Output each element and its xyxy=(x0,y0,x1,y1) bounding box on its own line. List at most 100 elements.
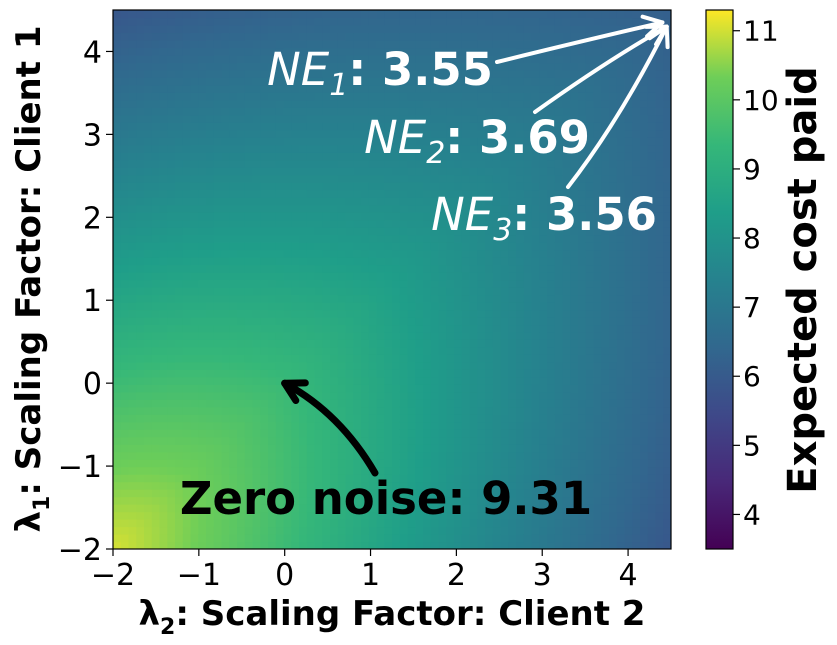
heatmap-cell xyxy=(268,451,277,460)
heatmap-cell xyxy=(454,114,463,123)
heatmap-cell xyxy=(454,429,463,438)
heatmap-cell xyxy=(299,249,308,258)
heatmap-cell xyxy=(144,466,153,475)
heatmap-cell xyxy=(322,114,331,123)
heatmap-cell xyxy=(562,361,571,370)
heatmap-cell xyxy=(516,361,525,370)
heatmap-cell xyxy=(268,137,277,146)
heatmap-cell xyxy=(237,227,246,236)
heatmap-cell xyxy=(136,272,145,281)
heatmap-cell xyxy=(198,242,207,251)
heatmap-cell xyxy=(221,331,230,340)
heatmap-cell xyxy=(469,144,478,153)
heatmap-cell xyxy=(376,257,385,266)
heatmap-cell xyxy=(469,54,478,64)
heatmap-cell xyxy=(322,346,331,355)
heatmap-cell xyxy=(616,54,626,64)
heatmap-cell xyxy=(562,526,571,535)
heatmap-cell xyxy=(423,519,432,528)
heatmap-cell xyxy=(167,451,176,460)
heatmap-cell xyxy=(167,504,176,513)
heatmap-cell xyxy=(237,286,246,296)
heatmap-cell xyxy=(275,316,285,326)
heatmap-cell xyxy=(446,444,455,453)
heatmap-cell xyxy=(299,234,308,243)
heatmap-cell xyxy=(113,10,122,19)
heatmap-cell xyxy=(477,189,486,198)
heatmap-cell xyxy=(260,459,269,468)
heatmap-cell xyxy=(461,474,471,483)
heatmap-cell xyxy=(244,294,254,303)
heatmap-cell xyxy=(361,369,370,378)
heatmap-cell xyxy=(322,182,331,191)
heatmap-cell xyxy=(167,114,176,123)
heatmap-cell xyxy=(562,534,571,543)
heatmap-cell xyxy=(500,451,509,460)
heatmap-cell xyxy=(322,376,331,385)
heatmap-cell xyxy=(461,399,471,408)
heatmap-cell xyxy=(159,316,168,326)
heatmap-cell xyxy=(213,212,223,221)
heatmap-cell xyxy=(159,62,168,71)
heatmap-cell xyxy=(570,69,579,78)
heatmap-cell xyxy=(113,534,122,543)
heatmap-cell xyxy=(399,107,409,116)
heatmap-cell xyxy=(531,534,540,543)
heatmap-cell xyxy=(446,24,455,34)
heatmap-cell xyxy=(508,257,517,266)
heatmap-cell xyxy=(159,474,168,483)
heatmap-cell xyxy=(175,286,184,296)
heatmap-cell xyxy=(399,481,409,490)
heatmap-cell xyxy=(314,309,323,318)
heatmap-cell xyxy=(570,541,579,549)
heatmap-cell xyxy=(260,137,269,146)
heatmap-cell xyxy=(601,444,610,453)
heatmap-cell xyxy=(252,234,261,243)
heatmap-cell xyxy=(531,249,540,258)
heatmap-cell xyxy=(213,466,223,475)
heatmap-cell xyxy=(337,346,347,355)
heatmap-cell xyxy=(182,84,192,93)
heatmap-cell xyxy=(492,391,502,400)
heatmap-cell xyxy=(291,286,300,296)
heatmap-cell xyxy=(299,444,308,453)
heatmap-cell xyxy=(353,369,362,378)
heatmap-cell xyxy=(430,137,440,146)
heatmap-cell xyxy=(275,414,285,423)
heatmap-cell xyxy=(291,77,300,86)
heatmap-cell xyxy=(500,429,509,438)
heatmap-cell xyxy=(554,346,564,355)
heatmap-cell xyxy=(229,384,238,393)
heatmap-cell xyxy=(624,444,633,453)
heatmap-cell xyxy=(376,361,385,370)
heatmap-cell xyxy=(454,519,463,528)
heatmap-cell xyxy=(120,257,130,266)
heatmap-cell xyxy=(175,316,184,326)
heatmap-cell xyxy=(291,339,300,348)
heatmap-cell xyxy=(469,212,478,221)
heatmap-cell xyxy=(275,197,285,206)
heatmap-cell xyxy=(508,339,517,348)
heatmap-cell xyxy=(430,324,440,333)
heatmap-cell xyxy=(469,504,478,513)
heatmap-cell xyxy=(136,197,145,206)
heatmap-cell xyxy=(392,189,401,198)
heatmap-cell xyxy=(423,257,432,266)
heatmap-cell xyxy=(182,421,192,430)
heatmap-cell xyxy=(407,99,416,108)
heatmap-cell xyxy=(244,466,254,475)
heatmap-cell xyxy=(640,242,649,251)
heatmap-cell xyxy=(361,174,370,183)
heatmap-cell xyxy=(531,354,540,363)
heatmap-cell xyxy=(547,234,556,243)
heatmap-cell xyxy=(206,421,215,430)
heatmap-cell xyxy=(144,451,153,460)
heatmap-cell xyxy=(446,346,455,355)
heatmap-cell xyxy=(291,227,300,236)
heatmap-cell xyxy=(113,384,122,393)
heatmap-cell xyxy=(593,294,602,303)
heatmap-cell xyxy=(136,47,145,56)
heatmap-cell xyxy=(392,489,401,498)
heatmap-cell xyxy=(516,144,525,153)
heatmap-cell xyxy=(206,406,215,415)
